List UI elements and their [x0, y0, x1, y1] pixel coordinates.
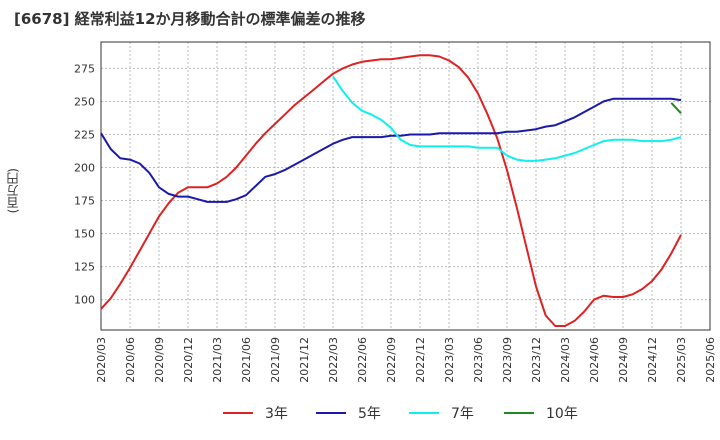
y-tick-label: 125 [74, 261, 95, 274]
x-tick-label: 2024/06 [588, 337, 601, 383]
series-layer [100, 54, 682, 327]
x-tick-label: 2020/03 [95, 337, 108, 383]
y-tick-label: 100 [74, 294, 95, 307]
legend-label-1: 3年 [265, 406, 288, 422]
x-tick-label: 2022/03 [327, 337, 340, 383]
x-tick-label: 2020/09 [153, 337, 166, 383]
y-tick-label: 175 [74, 195, 95, 208]
x-tick-label: 2021/09 [269, 337, 282, 383]
x-tick-label: 2024/03 [559, 337, 572, 383]
x-tick-label: 2022/12 [414, 337, 427, 383]
series-line-3 [332, 75, 682, 162]
x-tick-label: 2021/06 [240, 337, 253, 383]
chart-title: [6678] 経常利益12か月移動合計の標準偏差の推移 [14, 10, 366, 28]
series-line-2 [100, 97, 682, 203]
series-line-4 [670, 102, 682, 114]
y-tick-label: 275 [74, 62, 95, 75]
x-tick-label: 2025/03 [675, 337, 688, 383]
y-tick-label: 250 [74, 95, 95, 108]
x-tick-label: 2022/09 [385, 337, 398, 383]
legend: 3年 5年 7年 10年 [223, 406, 578, 422]
legend-label-4: 10年 [546, 406, 578, 422]
legend-label-3: 7年 [451, 406, 474, 422]
x-tick-label: 2022/06 [356, 337, 369, 383]
x-tick-label: 2021/03 [211, 337, 224, 383]
x-tick-label: 2023/09 [501, 337, 514, 383]
x-tick-label: 2024/12 [646, 337, 659, 383]
y-tick-label: 150 [74, 228, 95, 241]
x-tick-label: 2020/06 [124, 337, 137, 383]
legend-label-2: 5年 [358, 406, 381, 422]
y-tick-label: 225 [74, 128, 95, 141]
axis-layer: 100 125 150 175 200 225 250 275 2020/03 2020/06 20… [74, 62, 717, 382]
grid-layer [100, 42, 711, 330]
x-tick-label: 2021/12 [298, 337, 311, 383]
x-tick-label: 2023/03 [443, 337, 456, 383]
x-tick-label: 2023/06 [472, 337, 485, 383]
x-tick-label: 2020/12 [182, 337, 195, 383]
x-tick-label: 2024/09 [617, 337, 630, 383]
x-tick-label: 2023/12 [530, 337, 543, 383]
x-tick-label: 2025/06 [704, 337, 717, 383]
y-tick-label: 200 [74, 162, 95, 175]
series-line-1 [100, 54, 682, 327]
plot-frame [100, 41, 711, 331]
